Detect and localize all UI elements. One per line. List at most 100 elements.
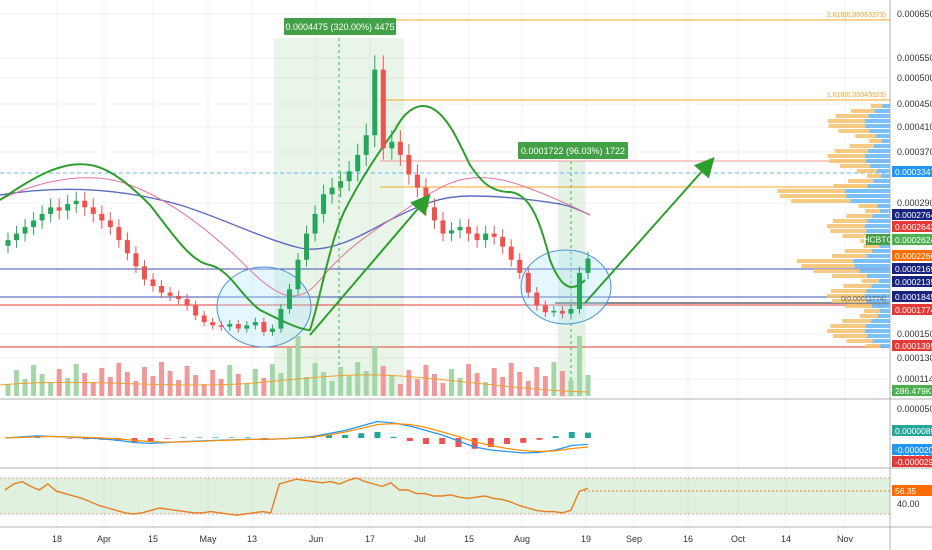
volume-bar [269,364,275,396]
volume-bar [167,371,173,396]
profile-bar-sell [855,134,877,138]
candle-body [193,305,199,316]
price-tag-bg [892,263,932,274]
time-axis-label: 17 [365,534,375,544]
profile-bar-sell [834,149,868,153]
macd-axis[interactable]: 0.0000500-0.00005000.0000089-0.0000209-0… [892,404,932,467]
macd-tag-value: -0.0000209 [895,445,932,455]
profile-bar-sell [832,299,867,303]
candle-body [278,308,284,329]
candle-body [372,69,378,136]
volume-bar [304,377,310,396]
candle-body [466,227,472,234]
macd-hist-bar [147,438,154,442]
profile-bar-buy [872,214,890,218]
symbol-tag: HCBTC [863,234,893,245]
candle-body [406,154,412,175]
volume-bar [5,384,11,396]
macd-hist-bar [390,436,397,438]
price-tag: 0.0002135 [892,276,932,287]
candle-body [90,207,96,214]
profile-bar-buy [859,269,890,273]
time-axis-label: Oct [731,534,746,544]
measure-label-2[interactable]: 0.0001722 (96.03%) 1722 [518,142,628,159]
candle-body [82,200,88,208]
profile-bar-buy [876,134,890,138]
rsi-axis[interactable]: 40.00 56.35 [892,485,932,509]
profile-bar-buy [873,179,890,183]
profile-bar-sell [865,209,881,213]
volume-bar [551,362,557,396]
profile-bar-buy [845,194,890,198]
time-axis-label: 13 [247,534,257,544]
time-axis[interactable]: 18 Apr 15 May 13 Jun 17 Jul 15 Aug 19 Sep 16 Oct 14 Nov [52,534,854,544]
volume-bar [414,379,420,396]
candle-body [124,240,130,254]
volume-bar [321,372,327,396]
profile-bar-sell [842,234,871,238]
volume-bar [82,373,88,396]
volume-bar [295,336,301,396]
profile-bar-sell [870,104,883,108]
price-tag-value: 0.0002624 [895,235,932,245]
candle-body [449,230,455,234]
profile-bar-buy [871,249,890,253]
profile-bar-buy [866,299,890,303]
volume-bar [150,376,156,396]
volume-bar [235,374,241,396]
candle-body [48,207,54,214]
time-axis-label: Jun [309,534,324,544]
volume-bar [449,369,455,396]
macd-hist-bar [423,438,430,444]
profile-bar-buy [844,189,890,193]
candle-body [500,236,506,247]
profile-bar-buy [866,254,890,258]
candle-body [431,207,437,221]
fib-label-0: 0(0.00011774) [841,296,886,303]
volume-bar [210,370,216,396]
time-axis-label: 16 [683,534,693,544]
macd-hist-bar [585,432,591,438]
macd-hist-bar [212,437,219,438]
volume-bar [474,373,480,396]
profile-bar-buy [865,159,890,163]
macd-tag-bg [892,456,932,467]
volume-bar [542,376,548,396]
profile-bar-buy [881,139,890,143]
candle-body [380,69,386,149]
profile-bar-buy [866,289,890,293]
macd-hist-bar [325,435,332,438]
profile-bar-buy [880,344,890,348]
candle-body [542,305,548,313]
candle-body [107,220,113,227]
macd-hist-bar [552,436,559,438]
measure-label-1[interactable]: 0.0004475 (320.00%) 4475 [284,18,396,35]
profile-bar-buy [876,169,890,173]
profile-bar-sell [849,144,874,148]
profile-bar-buy [852,259,890,263]
macd-hist-bar [180,437,187,438]
volume-bars [0,336,591,396]
volume-bar [39,374,45,396]
candle-body [517,259,523,273]
candle-body [5,240,11,246]
price-axis[interactable]: 0.0006500 0.0005500 0.0005000 0.0004500 0.00… [897,9,932,384]
volume-bar [329,381,335,396]
candle-body [355,154,361,172]
time-axis-label: 15 [148,534,158,544]
volume-bar [218,379,224,396]
candle-body [133,253,139,267]
candle-body [346,171,352,182]
candle-body [474,233,480,241]
profile-bar-buy [866,324,890,328]
candle-body [329,187,335,195]
price-tag: 0.0002169 [892,263,932,274]
volume-bar [491,368,497,396]
price-tag-bg [892,304,932,315]
profile-bar-sell [831,289,867,293]
price-tag: 0.0003347 [892,166,932,177]
macd-signal-line [4,422,589,453]
candle-body [167,292,173,296]
profile-bar-sell [777,189,845,193]
